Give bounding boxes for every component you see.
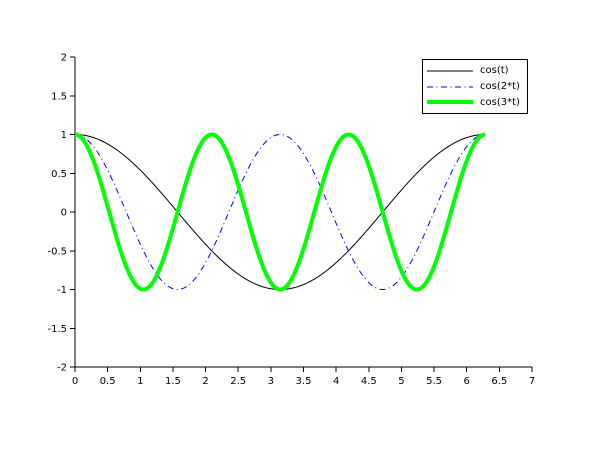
x-tick-label: 2: [202, 376, 208, 387]
y-tick-label: 0: [61, 208, 67, 219]
x-tick-label: 1: [137, 376, 143, 387]
x-tick-label: 5: [398, 376, 404, 387]
legend-line-sample-cos-3t: [427, 100, 473, 105]
curve-cos-2-t: [74, 134, 486, 290]
x-tick-label: 6.5: [491, 376, 507, 387]
x-tick-label: 1.5: [165, 376, 181, 387]
legend-box: cos(t) cos(2*t) cos(3*t): [422, 59, 528, 114]
x-tick-label: 2.5: [230, 376, 246, 387]
legend-entry-cos-2t: cos(2*t): [427, 79, 523, 95]
y-tick-label: -1: [57, 285, 67, 296]
y-tick-label: 0.5: [51, 169, 67, 180]
x-tick-label: 3.5: [296, 376, 312, 387]
curve-cos-3-t: [74, 132, 486, 292]
x-tick-label: 0.5: [100, 376, 116, 387]
y-tick-label: -0.5: [47, 246, 67, 257]
legend-label-cos-2t: cos(2*t): [480, 81, 520, 92]
y-tick-label: -2: [57, 363, 67, 374]
curve-cos-t: [74, 134, 485, 290]
y-tick-label: 2: [61, 53, 67, 64]
x-tick-label: 6: [464, 376, 470, 387]
legend-label-cos-3t: cos(3*t): [480, 96, 520, 108]
x-tick-label: 0: [72, 376, 78, 387]
legend-entry-cos-3t: cos(3*t): [427, 94, 523, 110]
x-tick-label: 5.5: [426, 376, 442, 387]
legend-line-sample-cos-t: [427, 70, 473, 72]
y-tick-label: 1: [61, 130, 67, 141]
y-tick-label: -1.5: [47, 324, 67, 335]
legend-entry-cos-t: cos(t): [427, 63, 523, 79]
y-tick-label: 1.5: [51, 91, 67, 102]
legend-label-cos-t: cos(t): [480, 65, 509, 77]
legend-line-sample-cos-2t: [427, 86, 473, 87]
x-tick-label: 7: [529, 376, 535, 387]
x-tick-label: 3: [268, 376, 274, 387]
x-tick-label: 4: [333, 376, 339, 387]
x-tick-label: 4.5: [361, 376, 377, 387]
